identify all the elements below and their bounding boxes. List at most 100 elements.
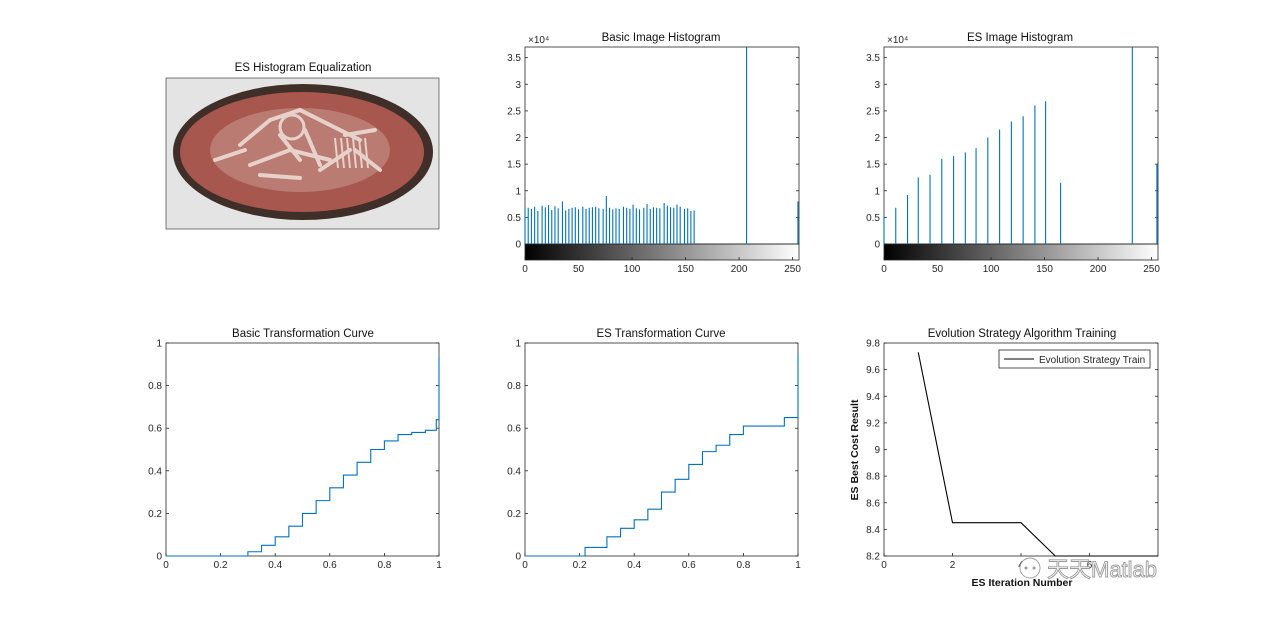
- es-curve-marks: 0 0.2 0.4 0.6 0.8 1 0 0.2 0.4 0.6 0.8 1: [507, 339, 801, 572]
- es-histogram-marks: 0 0.5 1 1.5 2 2.5 3 3.5 0 50 100 150 200 250: [866, 46, 1160, 275]
- y-tick-label: 3.5: [866, 53, 880, 64]
- rib-bone: [346, 137, 351, 169]
- y-tick-label: 0.6: [148, 424, 162, 435]
- x-tick-label: 150: [677, 264, 694, 275]
- x-tick-label: 0.8: [377, 560, 391, 571]
- x-tick-label: 0.2: [214, 560, 228, 571]
- y-tick-label: 0.2: [148, 509, 162, 520]
- basic-histogram-marks: 0 0.5 1 1.5 2 2.5 3 3.5 0 50 100 150 200 250: [507, 46, 801, 275]
- x-tick-label: 0.4: [627, 560, 641, 571]
- training-panel: Evolution Strategy Algorithm Training ES…: [849, 328, 1159, 589]
- y-tick-label: 2: [874, 133, 880, 144]
- bone: [343, 128, 377, 137]
- x-tick-label: 0.2: [573, 560, 587, 571]
- bone: [278, 133, 302, 162]
- y-tick-label: 8.6: [866, 498, 880, 509]
- y-tick-label: 9.6: [866, 365, 880, 376]
- axes-frame: [165, 342, 440, 557]
- x-tick-label: 0: [163, 560, 169, 571]
- image-panel: ES Histogram Equalization: [165, 62, 440, 230]
- y-tick-label: 1.5: [507, 160, 521, 171]
- bone: [328, 123, 362, 142]
- skull: [278, 113, 306, 141]
- x-tick-label: 0.6: [323, 560, 337, 571]
- rib-bone: [340, 137, 345, 169]
- y-tick-label: 2: [515, 133, 521, 144]
- x-tick-label: 0.8: [736, 560, 750, 571]
- bone: [303, 128, 322, 167]
- x-tick-label: 150: [1036, 264, 1053, 275]
- x-tick-label: 0: [881, 560, 887, 571]
- bone: [213, 148, 247, 162]
- x-tick-label: 1: [436, 560, 442, 571]
- y-tick-label: 3.5: [507, 53, 521, 64]
- x-tick-label: 50: [573, 264, 585, 275]
- bone: [248, 148, 292, 167]
- fossil-image: [165, 77, 440, 230]
- x-tick-label: 100: [983, 264, 1000, 275]
- es-curve-panel: ES Transformation Curve 0 0.2 0.4 0.6 0.8 1 0 0…: [507, 328, 801, 571]
- x-tick-label: 250: [1143, 264, 1160, 275]
- y-tick-label: 1: [515, 186, 521, 197]
- series-line: [917, 352, 1158, 557]
- basic-curve-panel: Basic Transformation Curve 0 0.2 0.4 0.6 0.8…: [148, 328, 442, 571]
- y-tick-label: 0: [515, 552, 521, 563]
- es-histogram-title: ES Image Histogram: [967, 32, 1073, 44]
- y-tick-label: 8.2: [866, 552, 880, 563]
- training-xlabel: ES Iteration Number: [972, 577, 1073, 589]
- x-tick-label: 2: [950, 560, 956, 571]
- rib-bone: [334, 137, 339, 169]
- x-tick-label: 250: [784, 264, 801, 275]
- axes-frame: [883, 46, 1159, 245]
- training-title: Evolution Strategy Algorithm Training: [928, 328, 1117, 340]
- training-legend: Evolution Strategy Train: [998, 349, 1151, 369]
- y-tick-label: 8.4: [866, 525, 880, 536]
- y-tick-label: 0.8: [507, 381, 521, 392]
- y-tick-label: 1.5: [866, 160, 880, 171]
- basic-curve-title: Basic Transformation Curve: [232, 328, 374, 340]
- y-tick-label: 0: [874, 240, 880, 251]
- es-histogram-exponent: ×10⁴: [887, 35, 908, 46]
- y-tick-label: 0.2: [507, 509, 521, 520]
- gray-colorbar: [524, 243, 800, 261]
- y-tick-label: 9.4: [866, 392, 880, 403]
- y-tick-label: 0: [515, 240, 521, 251]
- rib-bone: [364, 137, 369, 169]
- basic-histogram-panel: Basic Image Histogram ×10⁴ 0 0.5 1 1.5 2 2.5 3…: [507, 32, 801, 275]
- x-tick-label: 1: [795, 560, 801, 571]
- y-tick-label: 0.5: [866, 213, 880, 224]
- rib-bone: [358, 137, 363, 169]
- x-tick-label: 0: [881, 264, 887, 275]
- y-tick-label: 3: [874, 80, 880, 91]
- x-tick-label: 100: [624, 264, 641, 275]
- bone: [288, 148, 332, 162]
- basic-histogram-title: Basic Image Histogram: [602, 32, 721, 44]
- basic-curve-marks: 0 0.2 0.4 0.6 0.8 1 0 0.2 0.4 0.6 0.8 1: [148, 339, 442, 572]
- bone: [268, 108, 302, 122]
- x-tick-label: 0.4: [268, 560, 282, 571]
- y-tick-label: 9.8: [866, 339, 880, 350]
- y-tick-label: 9.2: [866, 418, 880, 429]
- rib-bone: [352, 137, 357, 169]
- legend-label: Evolution Strategy Train: [1039, 355, 1145, 366]
- axes-frame: [883, 342, 1159, 557]
- x-tick-label: 200: [1090, 264, 1107, 275]
- x-tick-label: 50: [932, 264, 944, 275]
- training-marks: 8.28.48.68.899.29.49.69.80246: [866, 339, 1159, 571]
- bone: [258, 173, 302, 180]
- watermark-dot-icon: [1032, 566, 1036, 570]
- es-curve-title: ES Transformation Curve: [596, 328, 725, 340]
- series-line: [166, 357, 440, 557]
- y-tick-label: 0.6: [507, 424, 521, 435]
- gray-colorbar: [883, 243, 1159, 261]
- x-tick-label: 0.6: [682, 560, 696, 571]
- y-tick-label: 1: [156, 339, 162, 350]
- y-tick-label: 1: [874, 186, 880, 197]
- axes-frame: [524, 342, 799, 557]
- watermark-dot-icon: [1024, 566, 1028, 570]
- es-histogram-panel: ES Image Histogram ×10⁴ 0 0.5 1 1.5 2 2.5 3 3.5…: [866, 32, 1160, 275]
- x-tick-label: 0: [522, 560, 528, 571]
- watermark: 天天Matlab: [1019, 557, 1157, 582]
- y-tick-label: 0.4: [148, 466, 162, 477]
